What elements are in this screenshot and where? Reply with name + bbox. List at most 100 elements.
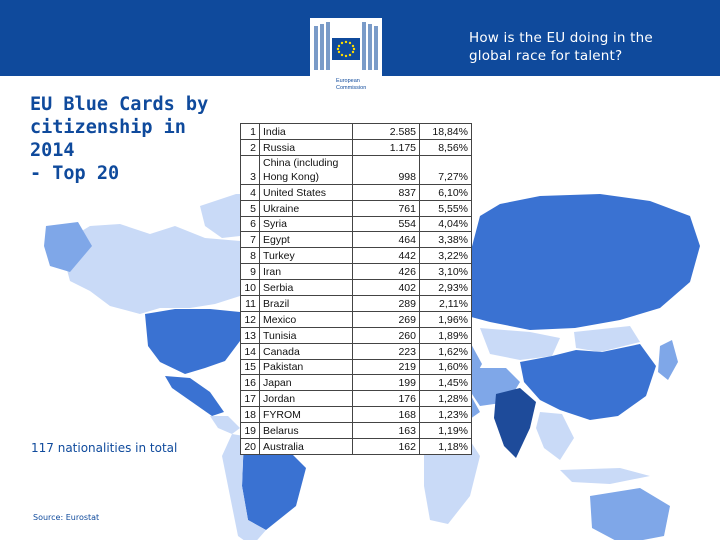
slide-title-line2: citizenship in 2014 — [30, 117, 186, 161]
country-cell: India — [259, 123, 353, 140]
map-southeast-asia — [536, 412, 574, 460]
count-cell: 269 — [352, 310, 420, 328]
rank-cell: 19 — [240, 422, 260, 440]
table-row: 20 Australia 162 1,18% — [240, 438, 472, 455]
rank-cell: 6 — [240, 215, 260, 233]
percent-cell: 1,19% — [419, 422, 472, 440]
percent-cell: 1,45% — [419, 374, 472, 392]
slide-title-line3: - Top 20 — [30, 163, 120, 184]
logo-text-line2: Commission — [336, 85, 366, 91]
percent-cell: 7,27% — [419, 154, 472, 185]
count-cell: 223 — [352, 342, 420, 360]
rank-cell: 20 — [240, 438, 260, 455]
map-mexico — [165, 376, 224, 416]
rank-cell: 8 — [240, 247, 260, 265]
header-title-line2: global race for talent? — [469, 48, 623, 64]
country-cell: China (including Hong Kong) — [259, 154, 353, 185]
percent-cell: 3,22% — [419, 247, 472, 265]
country-cell: Turkey — [259, 247, 353, 265]
rank-cell: 14 — [240, 342, 260, 360]
table-row: 3 China (including Hong Kong) 998 7,27% — [240, 154, 472, 185]
map-china — [520, 344, 656, 420]
percent-cell: 3,10% — [419, 263, 472, 281]
rank-cell: 7 — [240, 231, 260, 249]
map-japan — [658, 340, 678, 380]
percent-cell: 1,60% — [419, 358, 472, 376]
table-row: 13 Tunisia 260 1,89% — [240, 326, 472, 344]
table-row: 10 Serbia 402 2,93% — [240, 279, 472, 297]
slide-title: EU Blue Cards by citizenship in 2014 - T… — [30, 93, 240, 185]
percent-cell: 3,38% — [419, 231, 472, 249]
table-row: 8 Turkey 442 3,22% — [240, 247, 472, 265]
eu-flag-logo-icon: European Commission — [314, 22, 378, 91]
table-body: 1 India 2.585 18,84% 2 Russia 1.175 8,56% 3 China… — [240, 123, 472, 455]
table-row: 17 Jordan 176 1,28% — [240, 390, 472, 408]
country-cell: Tunisia — [259, 326, 353, 344]
rank-cell: 16 — [240, 374, 260, 392]
country-line2: Hong Kong) — [263, 170, 320, 183]
map-mongolia — [574, 326, 640, 352]
country-cell: Mexico — [259, 310, 353, 328]
percent-cell: 1,62% — [419, 342, 472, 360]
percent-cell: 6,10% — [419, 183, 472, 201]
map-canada — [60, 224, 240, 314]
table-row: 14 Canada 223 1,62% — [240, 342, 472, 360]
count-cell: 219 — [352, 358, 420, 376]
table-row: 18 FYROM 168 1,23% — [240, 406, 472, 424]
count-cell: 761 — [352, 199, 420, 217]
percent-cell: 2,93% — [419, 279, 472, 297]
table-row: 12 Mexico 269 1,96% — [240, 310, 472, 328]
country-cell: Iran — [259, 263, 353, 281]
count-cell: 199 — [352, 374, 420, 392]
rank-cell: 15 — [240, 358, 260, 376]
rank-cell: 18 — [240, 406, 260, 424]
country-cell: Australia — [259, 438, 353, 455]
country-cell: Pakistan — [259, 358, 353, 376]
country-cell: Brazil — [259, 295, 353, 312]
rank-cell: 10 — [240, 279, 260, 297]
percent-cell: 1,89% — [419, 326, 472, 344]
country-line1: China (including — [263, 156, 339, 169]
table-row: 6 Syria 554 4,04% — [240, 215, 472, 233]
rank-cell: 12 — [240, 310, 260, 328]
country-cell: United States — [259, 183, 353, 201]
table-row: 4 United States 837 6,10% — [240, 183, 472, 201]
slide-title-line1: EU Blue Cards by — [30, 94, 209, 115]
map-united-states — [145, 309, 240, 374]
source-note: Source: Eurostat — [33, 513, 100, 522]
percent-cell: 1,23% — [419, 406, 472, 424]
rank-cell: 4 — [240, 183, 260, 201]
table-row: 1 India 2.585 18,84% — [240, 123, 472, 140]
rank-cell: 1 — [240, 123, 260, 140]
map-kazakhstan — [480, 328, 560, 360]
world-map — [44, 194, 700, 540]
count-cell: 998 — [352, 154, 420, 185]
country-cell: Ukraine — [259, 199, 353, 217]
rank-cell: 17 — [240, 390, 260, 408]
table-row: 15 Pakistan 219 1,60% — [240, 358, 472, 376]
rank-cell: 13 — [240, 326, 260, 344]
percent-cell: 8,56% — [419, 138, 472, 156]
rank-cell: 11 — [240, 295, 260, 312]
count-cell: 163 — [352, 422, 420, 440]
country-cell: Canada — [259, 342, 353, 360]
map-indonesia — [560, 468, 650, 484]
country-cell: Egypt — [259, 231, 353, 249]
table-row: 5 Ukraine 761 5,55% — [240, 199, 472, 217]
percent-cell: 2,11% — [419, 295, 472, 312]
count-cell: 442 — [352, 247, 420, 265]
table-row: 19 Belarus 163 1,19% — [240, 422, 472, 440]
map-south-america-rest — [222, 434, 266, 540]
count-cell: 260 — [352, 326, 420, 344]
rank-cell: 2 — [240, 138, 260, 156]
percent-cell: 1,96% — [419, 310, 472, 328]
table-row: 16 Japan 199 1,45% — [240, 374, 472, 392]
map-greenland — [200, 194, 240, 238]
country-cell: Belarus — [259, 422, 353, 440]
rank-cell: 5 — [240, 199, 260, 217]
table-row: 9 Iran 426 3,10% — [240, 263, 472, 281]
count-cell: 162 — [352, 438, 420, 455]
table-row: 11 Brazil 289 2,11% — [240, 295, 472, 312]
european-commission-logo: European Commission — [310, 18, 382, 100]
blue-cards-table: 1 India 2.585 18,84% 2 Russia 1.175 8,56% 3 China… — [240, 123, 472, 455]
